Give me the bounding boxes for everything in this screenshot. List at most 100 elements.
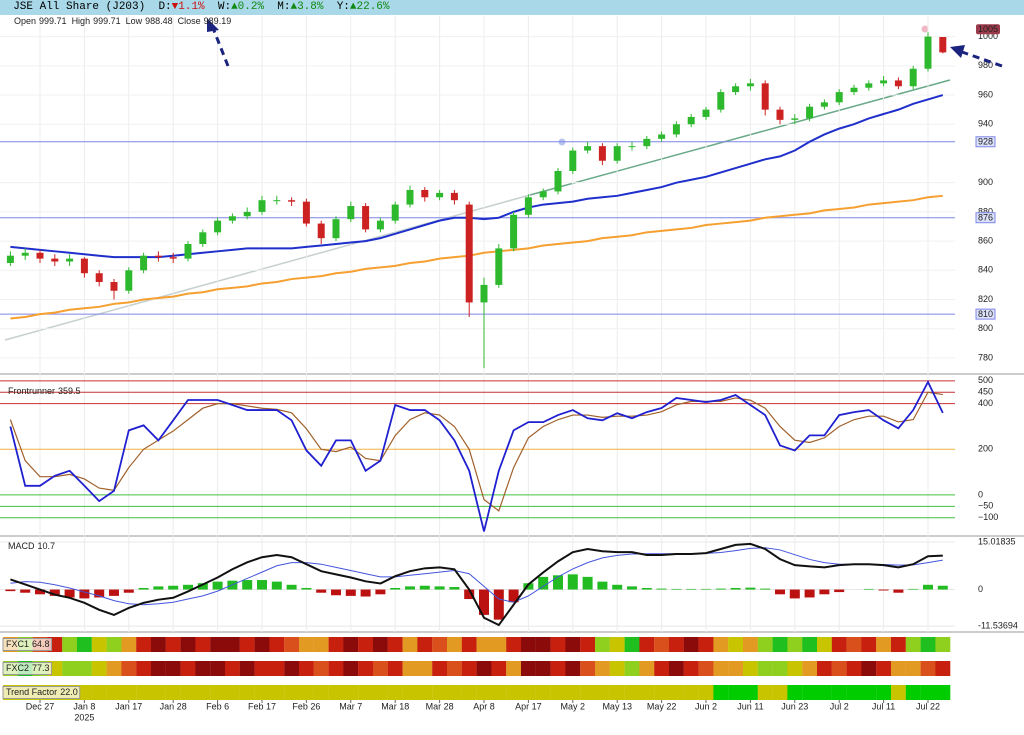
heat-cell: [817, 685, 832, 700]
heat-cell: [269, 685, 285, 700]
heat-cell: [683, 685, 699, 700]
heat-cell: [713, 637, 729, 652]
heat-cell: [254, 637, 270, 652]
panel-value: 22.0: [60, 687, 78, 697]
heat-cell: [891, 637, 906, 652]
label-box: [2, 686, 81, 699]
heat-cell: [595, 637, 610, 652]
heat-cell: [328, 637, 344, 652]
y-tick-label: 900: [978, 177, 993, 187]
series-line: [10, 194, 943, 320]
heat-cell: [136, 685, 152, 700]
heat-cell: [106, 685, 122, 700]
heat-cell: [683, 637, 699, 652]
heat-cell: [861, 637, 877, 652]
histogram-bar: [449, 587, 460, 590]
heat-cell: [210, 637, 226, 652]
candle-body: [80, 258, 88, 274]
y-tick-label: 840: [978, 265, 993, 275]
heat-cell: [121, 661, 137, 676]
heat-cell: [772, 637, 788, 652]
heat-cell: [535, 661, 551, 676]
heat-cell: [595, 661, 610, 676]
candle-body: [909, 68, 917, 87]
candle-body: [658, 134, 666, 139]
heat-cell: [565, 637, 581, 652]
label-box: [2, 662, 53, 675]
heat-cell: [535, 685, 551, 700]
heat-cell: [669, 637, 684, 652]
panel-name: Trend Factor: [6, 687, 57, 697]
candle-body: [791, 118, 799, 120]
panel-label: FXC1 64.8: [2, 638, 53, 651]
heat-cell: [387, 685, 403, 700]
heat-cell: [136, 637, 152, 652]
candle-body: [66, 258, 74, 262]
histogram-bar: [316, 589, 327, 593]
y-tick-label: 960: [978, 89, 993, 99]
y-tick-label: 450: [978, 387, 993, 397]
heat-cell: [62, 637, 78, 652]
heat-cell: [698, 661, 714, 676]
heat-cell: [225, 685, 240, 700]
histogram-bar: [760, 588, 771, 590]
candle-body: [465, 204, 473, 303]
heat-cell: [802, 637, 818, 652]
x-tick-label: Feb 6: [206, 701, 229, 711]
heat-cell: [269, 661, 285, 676]
candle-body: [510, 214, 518, 249]
x-tick-label: Jan 17: [115, 701, 142, 711]
candle-body: [6, 255, 14, 263]
candle-body: [243, 211, 251, 217]
heat-cell: [831, 637, 847, 652]
candle-body: [436, 192, 444, 198]
heat-cell: [447, 661, 462, 676]
heat-cell: [180, 661, 196, 676]
heat-cell: [432, 637, 448, 652]
panel-label: Trend Factor 22.0: [2, 686, 81, 699]
heat-cell: [698, 637, 714, 652]
heat-cell: [580, 637, 596, 652]
panel-title: MACD 10.7: [8, 541, 55, 551]
heat-cell: [121, 637, 137, 652]
histogram-bar: [123, 589, 134, 593]
candle-body: [317, 223, 325, 239]
heat-cell: [106, 637, 122, 652]
candle-body: [376, 220, 384, 230]
heat-cell: [343, 661, 359, 676]
level-tag-label: 810: [978, 309, 993, 319]
heat-cell: [387, 637, 403, 652]
histogram-bar: [508, 589, 519, 603]
heat-cell: [91, 661, 107, 676]
histogram-bar: [567, 574, 578, 590]
y-tick-label: 980: [978, 60, 993, 70]
candle-body: [687, 116, 695, 125]
y-tick-label: 940: [978, 119, 993, 129]
heat-cell: [299, 685, 314, 700]
heat-cell: [476, 661, 492, 676]
histogram-bar: [834, 589, 845, 593]
histogram-bar: [923, 584, 933, 590]
histogram-bar: [5, 589, 16, 592]
candle-body: [865, 83, 873, 88]
histogram-bar: [242, 580, 253, 590]
annotation-arrow: [950, 45, 1003, 68]
heat-cell: [402, 637, 418, 652]
heat-cell: [91, 637, 107, 652]
histogram-bar: [908, 588, 919, 590]
heat-cell: [358, 637, 374, 652]
y-tick-label: 0: [978, 584, 983, 594]
candle-body: [199, 232, 207, 245]
panel-value: 10.7: [38, 541, 56, 551]
candle-body: [835, 92, 843, 103]
candle-body: [924, 36, 932, 69]
x-tick-label: Jun 23: [781, 701, 808, 711]
candle-body: [421, 189, 429, 198]
histogram-bar: [878, 589, 889, 591]
y-tick-label: −100: [978, 512, 998, 522]
heat-cell: [757, 685, 773, 700]
candle-body: [362, 206, 370, 230]
heat-cell: [136, 661, 152, 676]
heat-cell: [402, 685, 418, 700]
y-tick-label: 15.01835: [978, 536, 1016, 546]
